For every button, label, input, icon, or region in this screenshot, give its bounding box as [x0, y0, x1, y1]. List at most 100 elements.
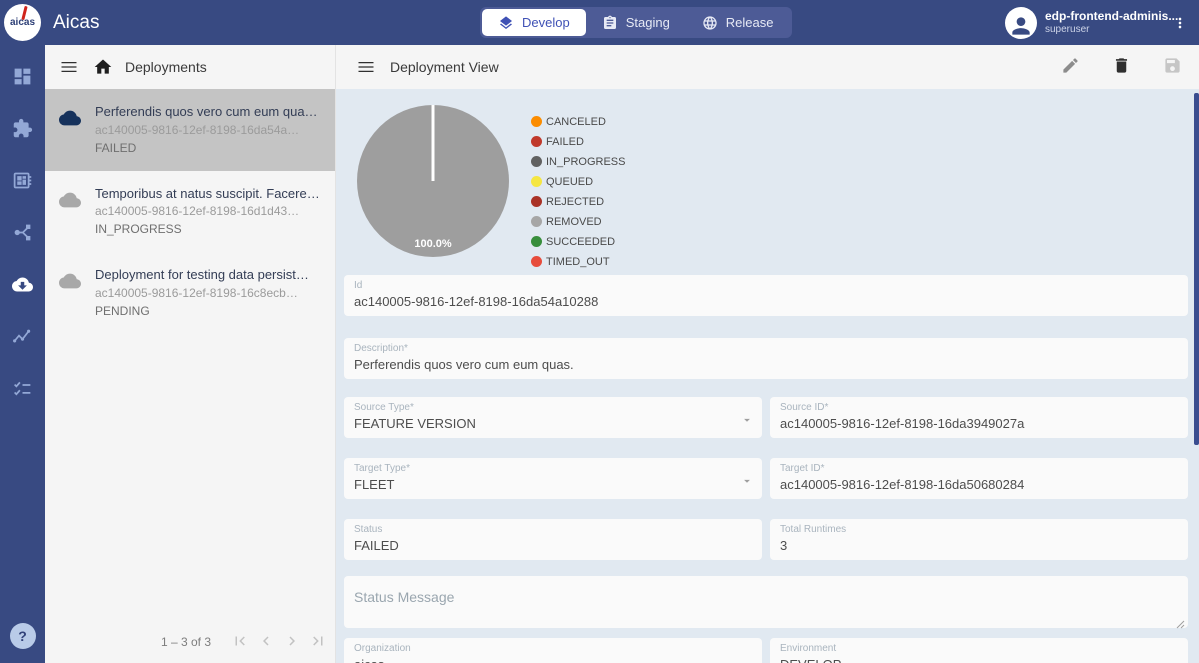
deployment-title: Temporibus at natus suscipit. Facere…: [95, 185, 320, 201]
first-page-icon[interactable]: [229, 630, 251, 655]
id-field-value: ac140005-9816-12ef-8198-16da54a10288: [354, 294, 599, 309]
last-page-icon[interactable]: [307, 630, 329, 655]
pie-data-label: 100.0%: [414, 238, 452, 250]
deployments-panel-header: Deployments: [45, 45, 335, 89]
cloud-icon: [59, 189, 81, 211]
next-page-icon[interactable]: [281, 630, 303, 655]
deployment-status: FAILED: [95, 140, 137, 155]
line-chart-icon[interactable]: [6, 319, 40, 353]
nav-rail: ?: [0, 45, 45, 663]
legend-item[interactable]: REMOVED: [531, 215, 625, 228]
app-title: Aicas: [53, 11, 100, 33]
view-menu-button[interactable]: [354, 55, 378, 79]
clipboard-icon: [603, 15, 616, 29]
source-id-field[interactable]: Source ID* ac140005-9816-12ef-8198-16da3…: [770, 397, 1188, 438]
source-id-value: ac140005-9816-12ef-8198-16da3949027a: [780, 416, 1025, 431]
floppy-icon: [1165, 58, 1180, 73]
tab-release-label: Release: [725, 15, 774, 30]
user-name: edp-frontend-adminis...: [1045, 9, 1179, 24]
deployment-list-item[interactable]: Deployment for testing data persist… ac1…: [45, 252, 335, 334]
chevron-down-icon[interactable]: [740, 474, 754, 488]
home-button[interactable]: [91, 55, 115, 79]
pencil-icon: [1063, 58, 1078, 73]
status-message-textarea[interactable]: Status Message: [344, 576, 1188, 629]
legend-item[interactable]: IN_PROGRESS: [531, 155, 625, 168]
legend-item[interactable]: REJECTED: [531, 195, 625, 208]
deployment-id: ac140005-9816-12ef-8198-16d1d43…: [95, 204, 300, 219]
legend-item[interactable]: CANCELED: [531, 115, 625, 128]
id-field[interactable]: Id ac140005-9816-12ef-8198-16da54a10288: [344, 275, 1188, 316]
status-field-label: Status: [354, 524, 383, 535]
board-icon[interactable]: [6, 163, 40, 197]
legend-item[interactable]: TIMED_OUT: [531, 255, 625, 268]
target-type-select[interactable]: Target Type* FLEET: [344, 458, 762, 499]
checklist-icon[interactable]: [6, 371, 40, 405]
user-avatar[interactable]: [1005, 6, 1037, 39]
deployment-item-text: Perferendis quos vero cum eum qua… ac140…: [95, 103, 318, 157]
app-header: aicas Aicas Develop Staging Release: [0, 0, 1199, 45]
deployment-list-item[interactable]: Temporibus at natus suscipit. Facere… ac…: [45, 171, 335, 253]
delete-button[interactable]: [1109, 53, 1134, 81]
aicas-logo[interactable]: aicas: [4, 4, 41, 41]
status-field[interactable]: Status FAILED: [344, 519, 762, 560]
legend-dot: [531, 256, 542, 267]
source-type-select[interactable]: Source Type* FEATURE VERSION: [344, 397, 762, 438]
edit-button[interactable]: [1058, 53, 1083, 81]
target-id-field[interactable]: Target ID* ac140005-9816-12ef-8198-16da5…: [770, 458, 1188, 499]
legend-dot: [531, 176, 542, 187]
environment-value: DEVELOP: [780, 657, 1178, 663]
puzzle-icon[interactable]: [6, 111, 40, 145]
deployment-form: 100.0% CANCELED FAILED IN_PROGRESS QUEUE…: [336, 89, 1199, 663]
source-type-label: Source Type*: [354, 402, 414, 413]
hub-icon[interactable]: [6, 215, 40, 249]
legend-dot: [531, 216, 542, 227]
list-menu-button[interactable]: [57, 55, 81, 79]
scrollbar[interactable]: [1194, 93, 1199, 445]
target-type-label: Target Type*: [354, 463, 410, 474]
deployment-item-text: Deployment for testing data persist… ac1…: [95, 266, 309, 320]
legend-item[interactable]: SUCCEEDED: [531, 235, 625, 248]
deployment-view-panel: Deployment View 100.0% CANCEL: [335, 45, 1199, 663]
deployments-panel-title: Deployments: [125, 59, 207, 75]
overflow-menu-button[interactable]: [1171, 9, 1189, 37]
hamburger-icon: [358, 62, 374, 72]
kebab-icon: [1178, 17, 1182, 28]
chevron-down-icon[interactable]: [740, 413, 754, 427]
cloud-icon: [59, 270, 81, 292]
deployment-title: Deployment for testing data persist…: [95, 267, 309, 283]
deployment-id: ac140005-9816-12ef-8198-16c8ecb…: [95, 286, 298, 301]
legend-dot: [531, 136, 542, 147]
hamburger-icon: [61, 62, 77, 72]
cloud-download-icon[interactable]: [6, 267, 40, 301]
layers-icon: [500, 15, 512, 29]
deployment-list-item[interactable]: Perferendis quos vero cum eum qua… ac140…: [45, 89, 335, 171]
grid-icon[interactable]: [6, 59, 40, 93]
tab-develop-label: Develop: [522, 15, 570, 30]
organization-field[interactable]: Organization aicas: [344, 638, 762, 663]
description-field-value: Perferendis quos vero cum eum quas.: [354, 357, 574, 372]
prev-page-icon[interactable]: [255, 630, 277, 655]
deployment-view-title: Deployment View: [390, 59, 499, 75]
globe-icon: [703, 15, 717, 30]
help-icon[interactable]: ?: [9, 623, 36, 649]
status-pie-chart: 100.0% CANCELED FAILED IN_PROGRESS QUEUE…: [344, 95, 1188, 268]
legend-item[interactable]: FAILED: [531, 135, 625, 148]
legend-item[interactable]: QUEUED: [531, 175, 625, 188]
person-icon: [1012, 16, 1030, 35]
source-id-label: Source ID*: [780, 402, 829, 413]
tab-release[interactable]: Release: [686, 9, 790, 36]
tab-staging-label: Staging: [625, 15, 670, 30]
tab-develop[interactable]: Develop: [482, 9, 586, 36]
legend-dot: [531, 156, 542, 167]
pie-chart: 100.0%: [357, 105, 509, 257]
description-field[interactable]: Description* Perferendis quos vero cum e…: [344, 338, 1188, 379]
status-message-placeholder: Status Message: [354, 589, 455, 605]
resize-grip-icon[interactable]: [1176, 616, 1185, 629]
total-runtimes-field[interactable]: Total Runtimes 3: [770, 519, 1188, 560]
cloud-icon: [59, 107, 81, 129]
save-button[interactable]: [1160, 53, 1185, 81]
organization-value: aicas: [354, 657, 752, 663]
environment-field[interactable]: Environment DEVELOP: [770, 638, 1188, 663]
tab-staging[interactable]: Staging: [586, 9, 686, 36]
